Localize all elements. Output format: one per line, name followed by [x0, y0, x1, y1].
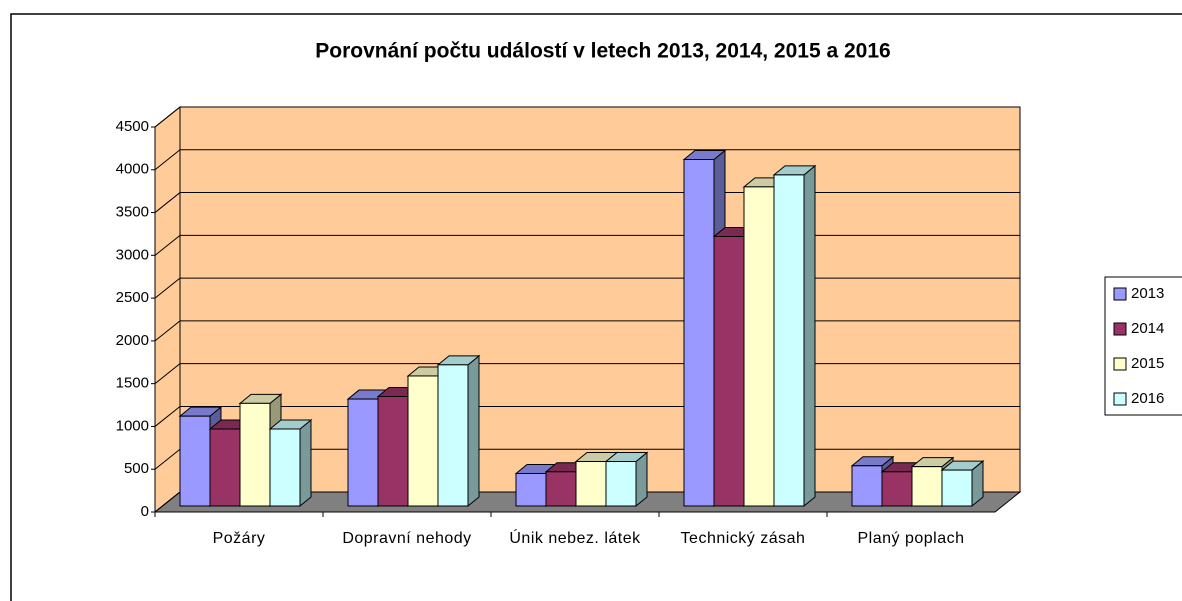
legend-swatch [1113, 357, 1127, 371]
bar-side [467, 354, 480, 508]
bar [545, 471, 577, 507]
bar [269, 428, 301, 507]
y-tick-label: 2500 [116, 289, 149, 306]
y-tick-label: 3500 [116, 204, 149, 221]
bar [911, 466, 943, 507]
x-tick-label: Únik nebez. látek [509, 530, 641, 547]
back-wall [154, 105, 181, 514]
bar-group [772, 164, 817, 508]
back-wall [179, 106, 1021, 493]
bar [407, 375, 439, 507]
y-tick-label: 4000 [116, 161, 149, 178]
y-tick-label: 1000 [116, 417, 149, 434]
bar-side [299, 418, 312, 508]
bar [347, 398, 379, 507]
y-tick-label: 4500 [116, 118, 149, 135]
bar-side [803, 164, 816, 508]
bar-group [436, 354, 481, 508]
bar-group [604, 451, 649, 508]
y-tick-label: 3000 [116, 246, 149, 263]
bar [575, 461, 607, 507]
bar [377, 395, 409, 507]
bar [881, 471, 913, 507]
y-tick-label: 2000 [116, 332, 149, 349]
y-tick-label: 500 [124, 460, 149, 477]
bar [605, 461, 637, 507]
bar [713, 236, 745, 507]
grid-line [154, 192, 1020, 213]
legend-label: 2014 [1131, 320, 1164, 337]
bar [239, 402, 271, 507]
bar [437, 364, 469, 507]
legend-swatch [1113, 392, 1127, 406]
chart-title: Porovnání počtu událostí v letech 2013, … [315, 40, 890, 63]
bar [515, 472, 547, 507]
bar-group [238, 393, 283, 508]
x-tick-label: Technický zásah [680, 530, 806, 547]
x-tick-label: Dopravní nehody [342, 530, 472, 547]
grid-line [154, 149, 1020, 171]
grid-line [154, 106, 1020, 128]
bar [179, 415, 211, 507]
chart-border [10, 13, 1182, 601]
y-tick-label: 0 [141, 503, 149, 520]
legend-label: 2013 [1131, 285, 1164, 302]
bar [941, 469, 973, 507]
y-tick-label: 1500 [116, 375, 149, 392]
legend-label: 2015 [1131, 355, 1164, 372]
bar-group [940, 460, 985, 508]
bar [851, 465, 883, 507]
legend-label: 2016 [1131, 390, 1164, 407]
bar [683, 159, 715, 507]
bar-group [268, 418, 313, 508]
bar [773, 174, 805, 507]
x-tick-label: Planý poplach [857, 530, 965, 547]
bar [209, 428, 241, 507]
legend-swatch [1113, 322, 1127, 336]
x-tick-label: Požáry [212, 530, 266, 547]
legend-swatch [1113, 287, 1127, 301]
bar [743, 186, 775, 507]
